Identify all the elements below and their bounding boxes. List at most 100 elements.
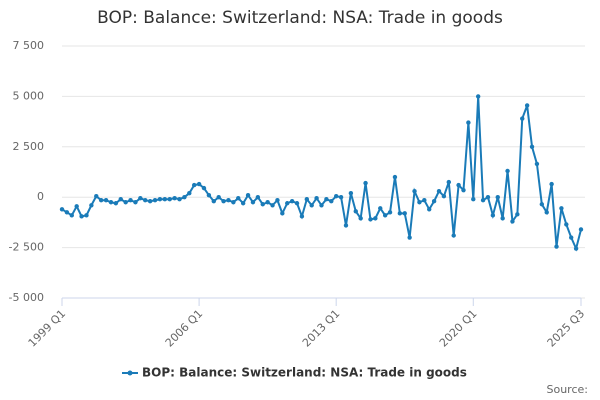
y-tick-label: 2 500 (13, 140, 45, 153)
point (407, 235, 412, 240)
point (79, 214, 84, 219)
point (285, 201, 290, 206)
point (206, 192, 212, 198)
point (329, 199, 334, 204)
point (338, 195, 344, 200)
point (515, 212, 520, 217)
point (539, 202, 545, 207)
point (240, 201, 246, 206)
point (559, 206, 564, 211)
point (456, 182, 461, 188)
point (554, 244, 559, 249)
point (182, 195, 187, 200)
point (314, 196, 319, 201)
point (231, 200, 236, 205)
point (363, 180, 368, 186)
point (505, 168, 510, 174)
point (485, 195, 491, 200)
point (260, 202, 265, 207)
point (382, 213, 388, 218)
point (466, 120, 471, 125)
point (475, 94, 481, 99)
point (118, 197, 123, 202)
point (64, 210, 70, 215)
point (157, 197, 163, 202)
point (441, 193, 447, 199)
point (250, 200, 256, 205)
y-tick-label: 7 500 (13, 39, 45, 52)
point (59, 207, 65, 212)
point (143, 198, 148, 203)
point (402, 211, 407, 216)
point (152, 198, 158, 203)
point (108, 200, 114, 205)
point (412, 188, 417, 194)
point (236, 196, 241, 201)
x-tick-label: 2020 Q1 (437, 307, 480, 350)
chart-title: BOP: Balance: Switzerland: NSA: Trade in… (97, 8, 503, 28)
point (495, 195, 500, 200)
point (289, 199, 295, 204)
point (309, 203, 314, 208)
point (373, 216, 378, 221)
point (280, 211, 285, 216)
point (69, 213, 74, 218)
point (573, 246, 579, 251)
point (324, 197, 329, 202)
point (578, 227, 584, 232)
point (510, 219, 515, 224)
point (196, 181, 202, 187)
point (128, 198, 133, 203)
point (94, 193, 99, 199)
point (451, 233, 456, 238)
point (490, 213, 496, 218)
point (319, 203, 324, 208)
point (471, 197, 476, 202)
point (392, 174, 398, 180)
point (294, 201, 300, 206)
point (422, 198, 427, 203)
point (446, 179, 452, 185)
point (172, 196, 177, 201)
point (333, 193, 339, 199)
y-tick-label: -5 000 (9, 291, 44, 304)
point (216, 195, 221, 200)
point (98, 198, 104, 203)
x-tick-label: 2013 Q1 (300, 307, 343, 350)
point (368, 217, 373, 222)
point (255, 195, 261, 200)
point (431, 199, 437, 204)
point (529, 144, 535, 149)
legend-label: BOP: Balance: Switzerland: NSA: Trade in… (142, 366, 467, 380)
point (387, 210, 393, 215)
point (226, 198, 231, 203)
x-tick-label: 2025 Q3 (545, 307, 588, 350)
x-tick-label: 1999 Q1 (26, 307, 69, 350)
point (147, 199, 153, 204)
point (417, 200, 422, 205)
point (534, 161, 540, 167)
point (304, 197, 310, 202)
point (520, 116, 525, 121)
x-tick-label: 2006 Q1 (163, 307, 206, 350)
point (461, 187, 466, 193)
point (123, 200, 128, 205)
legend-marker (127, 370, 133, 376)
point (191, 182, 197, 188)
point (187, 190, 192, 196)
point (221, 199, 226, 204)
point (103, 198, 109, 203)
point (275, 198, 280, 203)
point (343, 223, 349, 228)
point (138, 196, 143, 201)
y-tick-label: 5 000 (13, 89, 45, 102)
point (245, 192, 251, 198)
series-line (61, 96, 582, 252)
point (113, 201, 119, 206)
point (177, 197, 182, 202)
point (167, 197, 172, 202)
point (564, 222, 569, 227)
point (480, 198, 486, 203)
point (544, 210, 549, 215)
y-tick-label: 0 (37, 190, 44, 203)
